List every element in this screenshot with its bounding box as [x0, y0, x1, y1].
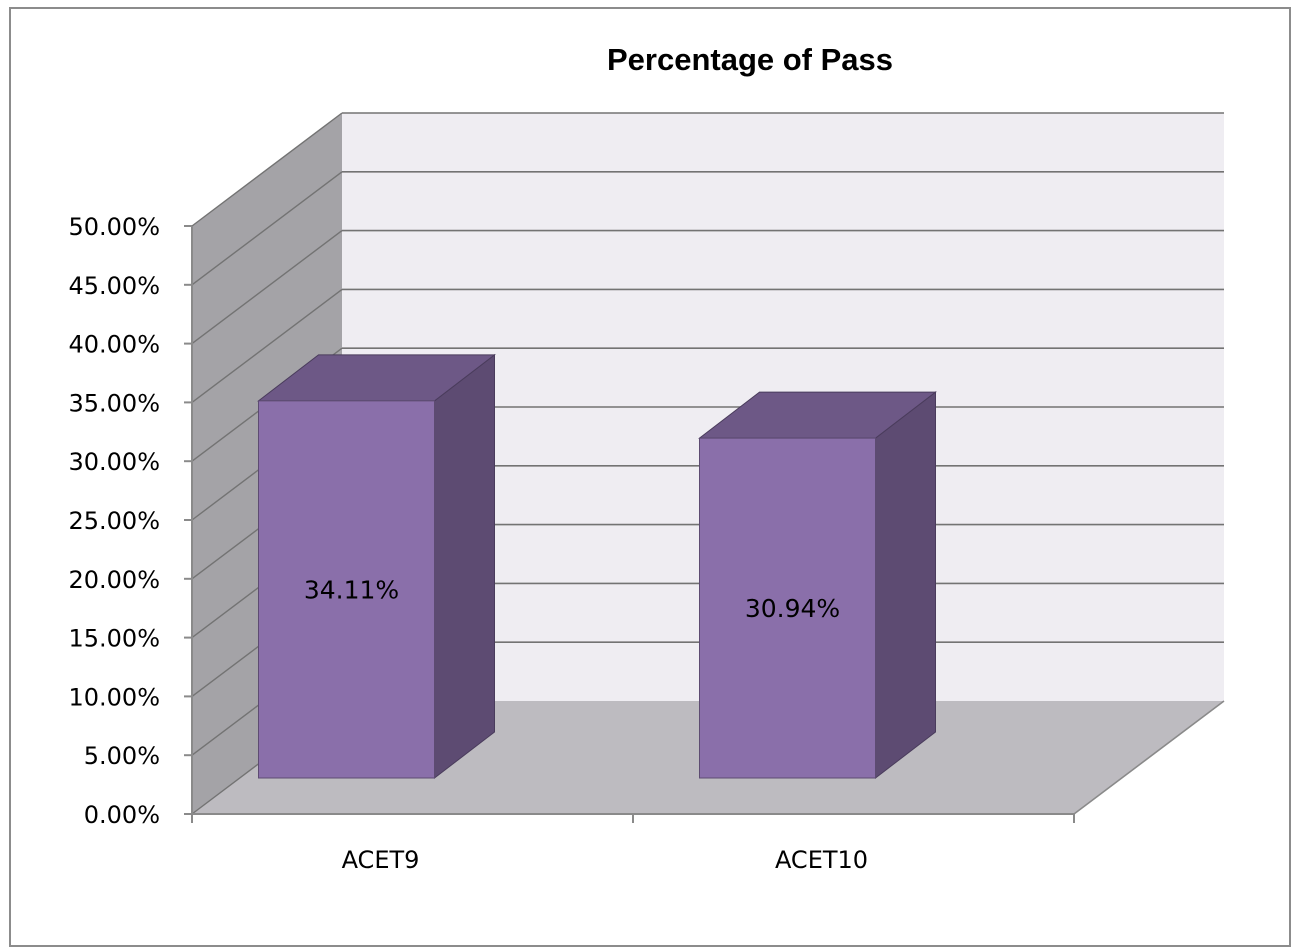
- y-tick-label: 25.00%: [68, 507, 160, 535]
- bar-side: [434, 353, 495, 780]
- y-tick-label: 50.00%: [68, 213, 160, 241]
- gridline-side: [191, 230, 343, 345]
- y-tick-label: 30.00%: [68, 448, 160, 476]
- bar-side: [875, 391, 936, 780]
- y-tick-label: 15.00%: [68, 625, 160, 653]
- axes: 0.00% 5.00% 10.00% 15.00% 20.00% 25.00% 30.00%…: [68, 213, 1225, 829]
- labels: 34.11% ACET9 30.94% ACET10: [304, 575, 868, 874]
- y-tick-label: 35.00%: [68, 389, 160, 417]
- gridline-side: [191, 171, 343, 286]
- data-label: 34.11%: [304, 575, 399, 604]
- y-tick-label: 45.00%: [68, 272, 160, 300]
- y-tick-label: 5.00%: [84, 742, 160, 770]
- data-label: 30.94%: [745, 594, 840, 623]
- chart-title: Percentage of Pass: [607, 42, 893, 77]
- gridline-side: [191, 112, 343, 227]
- y-tick-label: 20.00%: [68, 566, 160, 594]
- bars: [257, 353, 937, 780]
- bar: [258, 400, 435, 779]
- y-tick-label: 10.00%: [68, 683, 160, 711]
- floor-edge: [1073, 700, 1225, 815]
- y-tick-label: 0.00%: [84, 801, 160, 829]
- x-tick-label: ACET10: [775, 846, 868, 874]
- bar: [699, 437, 876, 779]
- gridline-side: [191, 288, 343, 403]
- y-tick-label: 40.00%: [68, 331, 160, 359]
- x-tick-label: ACET9: [342, 846, 420, 874]
